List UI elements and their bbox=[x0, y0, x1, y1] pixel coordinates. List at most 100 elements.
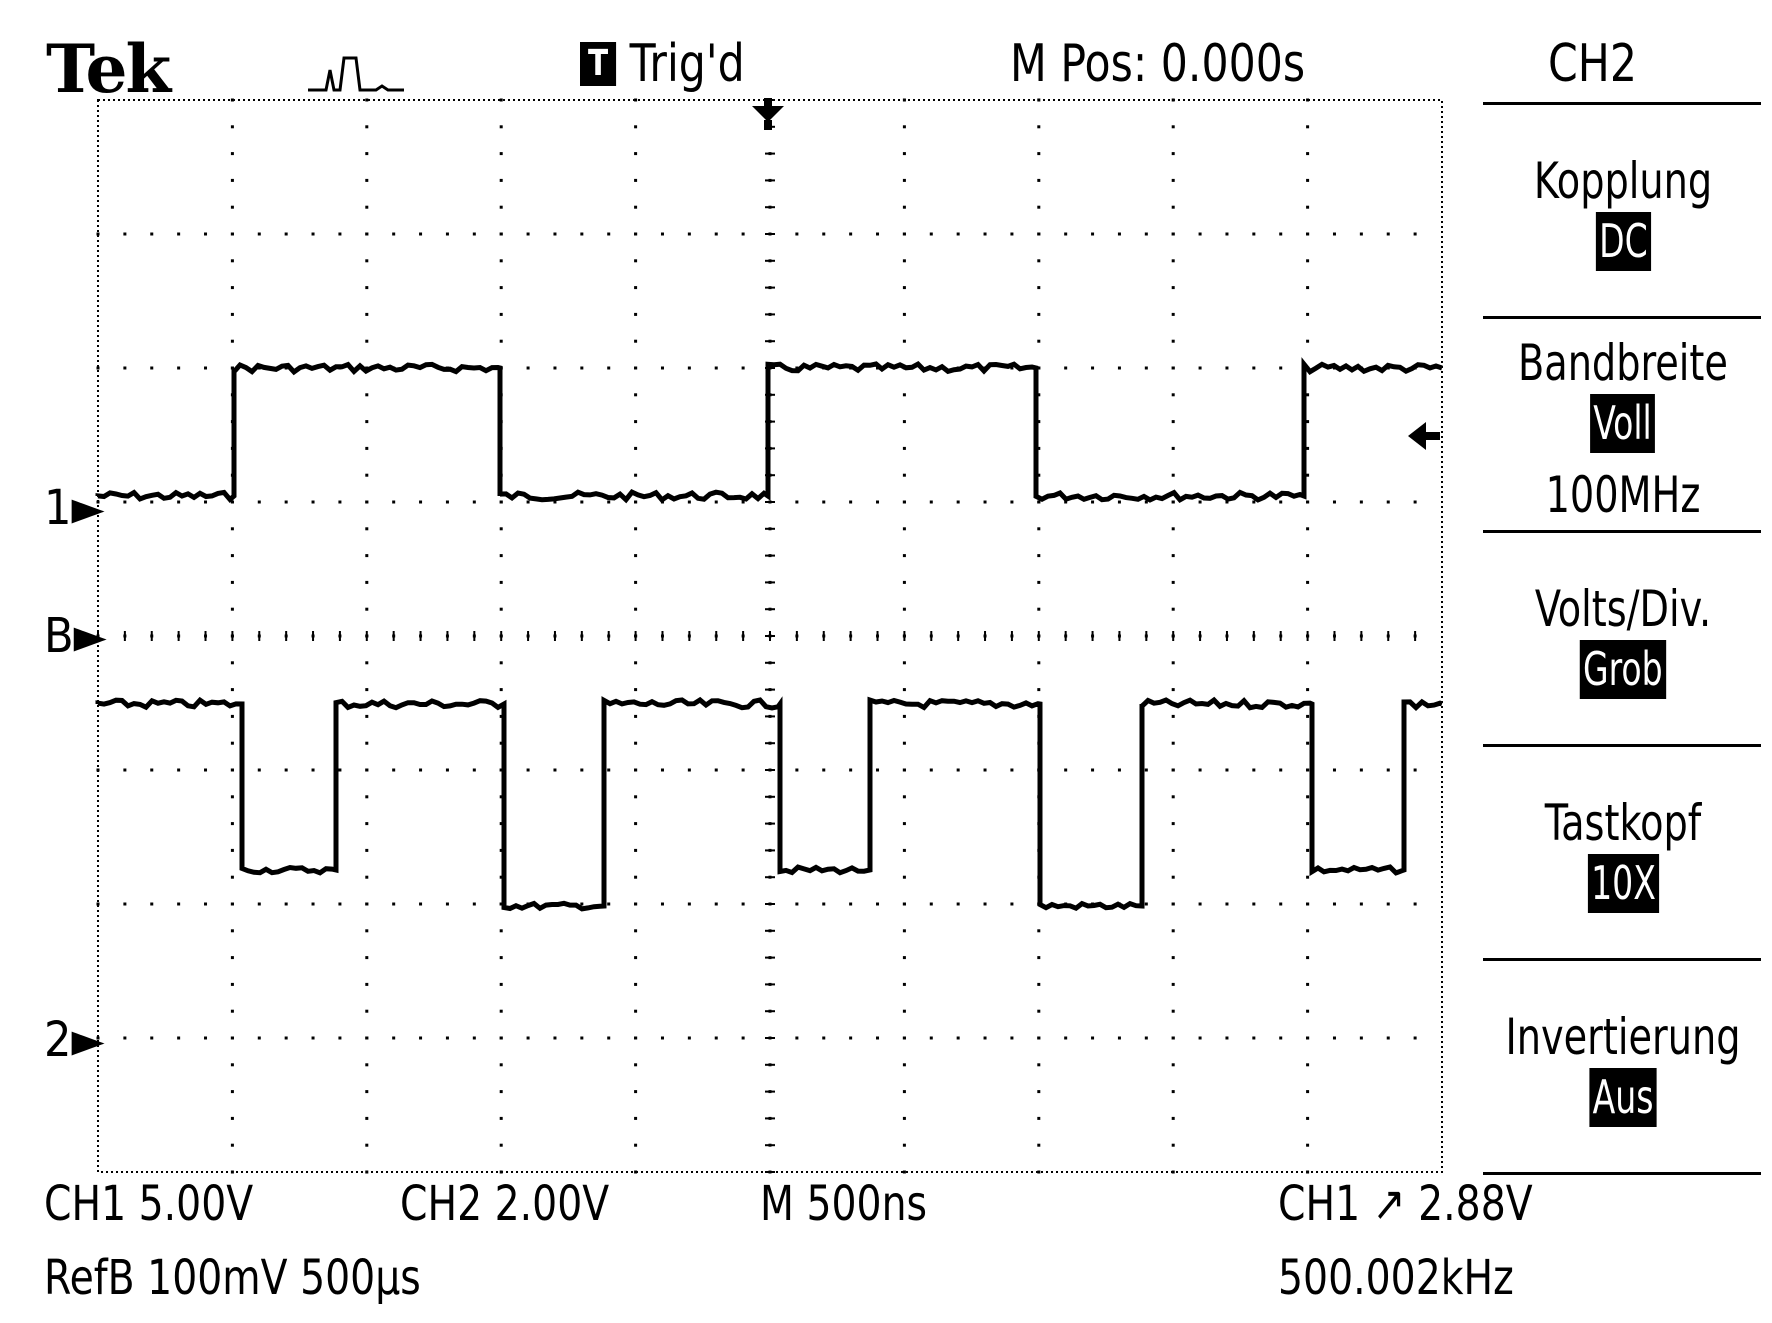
menu-item-tastkopf-value[interactable]: 10X bbox=[1478, 854, 1768, 913]
graticule-dot bbox=[1306, 580, 1310, 584]
graticule-dot bbox=[365, 232, 369, 236]
graticule-dot bbox=[634, 312, 638, 316]
menu-item-bandbreite-sub: 100MHz bbox=[1545, 466, 1701, 524]
graticule-dot bbox=[96, 1036, 100, 1040]
graticule-dot bbox=[123, 366, 127, 370]
graticule-tick bbox=[765, 795, 775, 798]
graticule-dot bbox=[1037, 312, 1041, 316]
menu-item-invertierung-title[interactable]: Invertierung bbox=[1505, 1008, 1741, 1066]
graticule-dot bbox=[580, 768, 584, 772]
graticule-dot bbox=[1010, 768, 1014, 772]
graticule-dot bbox=[902, 741, 906, 745]
graticule-tick bbox=[607, 631, 610, 641]
graticule-tick bbox=[765, 956, 775, 959]
graticule-dot bbox=[499, 1090, 503, 1094]
graticule-dot bbox=[150, 500, 154, 504]
graticule-tick bbox=[1225, 631, 1228, 641]
graticule-dot bbox=[1037, 607, 1041, 611]
menu-item-tastkopf-title[interactable]: Tastkopf bbox=[1544, 794, 1702, 852]
graticule-dot bbox=[230, 1063, 234, 1067]
graticule-dot bbox=[634, 205, 638, 209]
ch1-trace bbox=[95, 357, 1443, 504]
graticule-dot bbox=[499, 205, 503, 209]
graticule-dot bbox=[230, 1090, 234, 1094]
graticule-dot bbox=[1117, 1036, 1121, 1040]
graticule-dot bbox=[714, 366, 718, 370]
graticule-dot bbox=[230, 875, 234, 879]
menu-item-invertierung-value[interactable]: Aus bbox=[1478, 1068, 1768, 1127]
graticule-tick bbox=[765, 608, 775, 611]
graticule-dot bbox=[1332, 232, 1336, 236]
graticule-dot bbox=[230, 661, 234, 665]
graticule-tick bbox=[849, 631, 852, 641]
graticule-dot bbox=[230, 1143, 234, 1147]
graticule-dot bbox=[1306, 1036, 1310, 1040]
graticule-dot bbox=[365, 125, 369, 129]
graticule-dot bbox=[230, 205, 234, 209]
graticule-dot bbox=[634, 1063, 638, 1067]
graticule-dot bbox=[1225, 500, 1229, 504]
graticule-dot bbox=[902, 178, 906, 182]
graticule-dot bbox=[526, 366, 530, 370]
graticule-dot bbox=[580, 1036, 584, 1040]
graticule-dot bbox=[634, 741, 638, 745]
graticule-dot bbox=[499, 339, 503, 343]
menu-item-bandbreite-title[interactable]: Bandbreite bbox=[1518, 334, 1728, 392]
graticule-dot bbox=[983, 232, 987, 236]
graticule-dot bbox=[634, 152, 638, 156]
menu-item-volts-div-value[interactable]: Grob bbox=[1478, 640, 1768, 699]
graticule-dot bbox=[634, 1090, 638, 1094]
graticule-dot bbox=[365, 768, 369, 772]
graticule-dot bbox=[1171, 178, 1175, 182]
graticule-tick bbox=[1172, 631, 1175, 641]
graticule-dot bbox=[1386, 902, 1390, 906]
graticule-dot bbox=[1037, 956, 1041, 960]
graticule-dot bbox=[499, 152, 503, 156]
graticule-dot bbox=[365, 446, 369, 450]
menu-item-kopplung-value[interactable]: DC bbox=[1478, 212, 1768, 271]
graticule-dot bbox=[902, 982, 906, 986]
graticule-dot bbox=[230, 1036, 234, 1040]
graticule-dot bbox=[1306, 741, 1310, 745]
graticule-tick bbox=[1199, 631, 1202, 641]
menu-item-bandbreite-value[interactable]: Voll bbox=[1478, 394, 1768, 453]
graticule-dot bbox=[204, 232, 208, 236]
graticule-dot bbox=[1252, 500, 1256, 504]
graticule-dot bbox=[1037, 1170, 1041, 1174]
graticule-dot bbox=[660, 232, 664, 236]
graticule-dot bbox=[902, 473, 906, 477]
graticule-dot bbox=[687, 902, 691, 906]
graticule-dot bbox=[1171, 607, 1175, 611]
graticule-dot bbox=[607, 902, 611, 906]
graticule-dot bbox=[230, 500, 234, 504]
graticule-dot bbox=[1306, 607, 1310, 611]
graticule-dot bbox=[1091, 1036, 1095, 1040]
graticule-tick bbox=[527, 631, 530, 641]
graticule-dot bbox=[1359, 768, 1363, 772]
graticule-dot bbox=[902, 768, 906, 772]
graticule-tick bbox=[930, 631, 933, 641]
graticule-dot bbox=[365, 1090, 369, 1094]
graticule-dot bbox=[392, 768, 396, 772]
graticule-dot bbox=[1010, 902, 1014, 906]
graticule-dot bbox=[1171, 1143, 1175, 1147]
graticule-dot bbox=[1171, 1170, 1175, 1174]
graticule-dot bbox=[1171, 902, 1175, 906]
graticule-dot bbox=[849, 768, 853, 772]
graticule-tick bbox=[419, 631, 422, 641]
graticule-dot bbox=[1171, 312, 1175, 316]
menu-item-volts-div-title[interactable]: Volts/Div. bbox=[1534, 580, 1712, 638]
graticule-dot bbox=[902, 339, 906, 343]
graticule-dot bbox=[392, 902, 396, 906]
graticule-dot bbox=[230, 98, 234, 102]
graticule-dot bbox=[1306, 1090, 1310, 1094]
graticule-dot bbox=[1171, 125, 1175, 129]
graticule-dot bbox=[902, 259, 906, 263]
graticule-dot bbox=[902, 607, 906, 611]
menu-item-kopplung-title[interactable]: Kopplung bbox=[1533, 152, 1713, 210]
graticule-tick bbox=[984, 631, 987, 641]
graticule-dot bbox=[902, 205, 906, 209]
graticule-dot bbox=[1171, 580, 1175, 584]
graticule-dot bbox=[1332, 902, 1336, 906]
graticule-dot bbox=[902, 420, 906, 424]
